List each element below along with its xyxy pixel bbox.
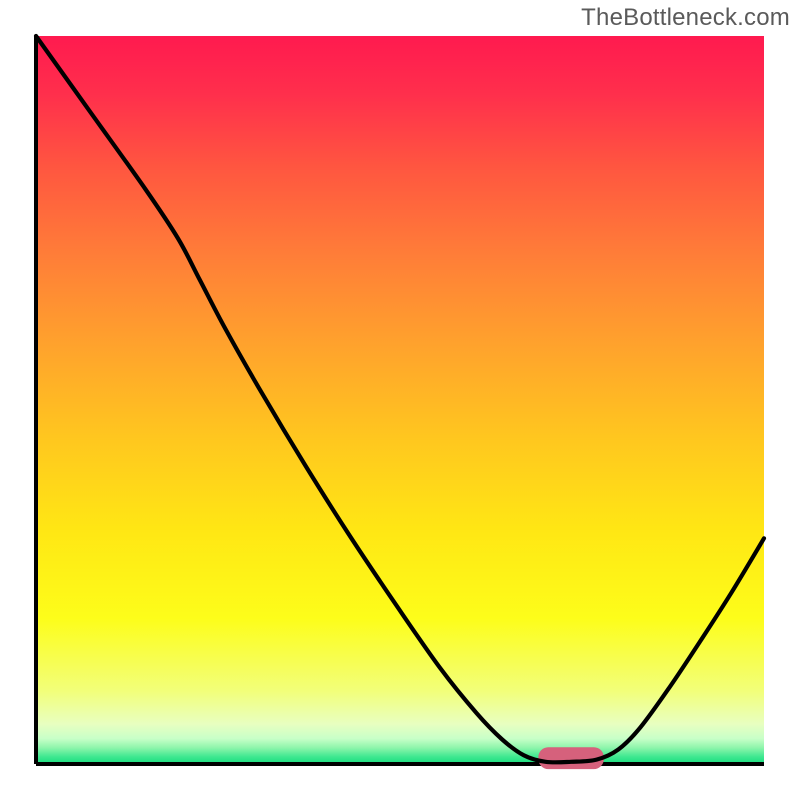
chart-svg [0,0,800,800]
bottleneck-chart: TheBottleneck.com [0,0,800,800]
watermark-text: TheBottleneck.com [581,4,790,32]
plot-background [36,36,764,764]
